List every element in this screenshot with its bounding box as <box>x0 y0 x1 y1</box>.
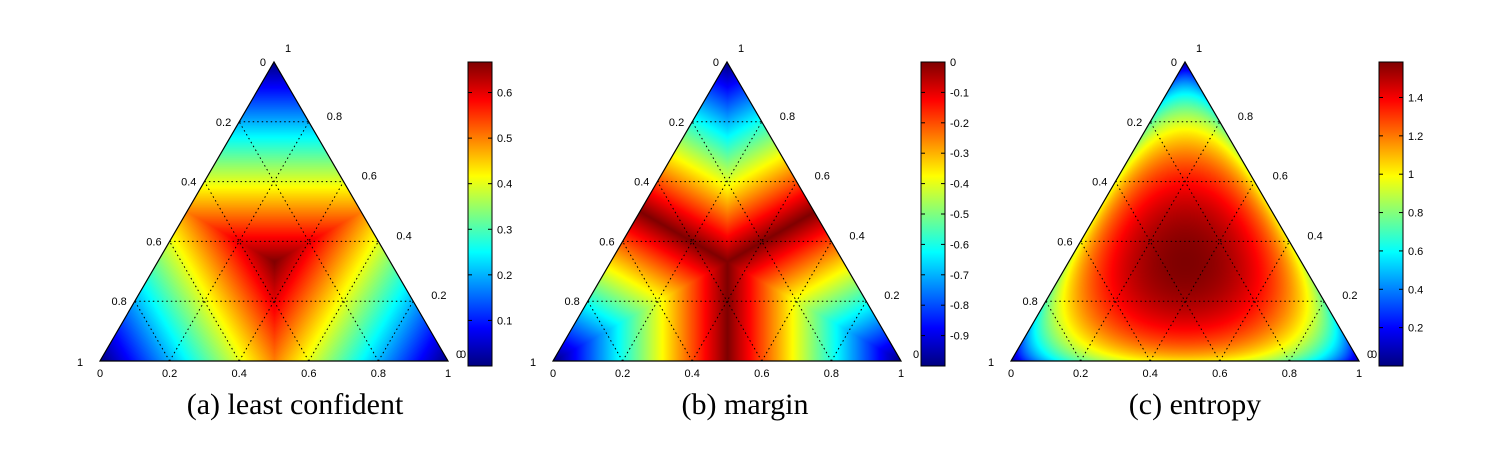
left-tick-label: 0.4 <box>1092 177 1107 189</box>
bottom-tick-label: 0 <box>1008 368 1014 380</box>
colorbar-tick-label: 0.2 <box>497 270 512 282</box>
bottom-tick-label: 0.8 <box>1282 368 1297 380</box>
right-tick-label: 0.8 <box>327 111 342 123</box>
bottom-tick-label: 0.2 <box>1073 368 1088 380</box>
colorbar-tick-label: 0 <box>950 57 956 69</box>
colorbar-tick-label: 0.6 <box>497 88 512 100</box>
colorbar-tick-label: 0.8 <box>1408 208 1423 220</box>
left-tick-label: 1 <box>530 357 536 369</box>
right-tick-label: 1 <box>738 43 744 55</box>
colorbar-tick-label: -0.3 <box>950 148 969 160</box>
right-tick-label: 0.4 <box>849 230 864 242</box>
triangle-outline <box>1009 60 1361 362</box>
colorbar-min-label: 0 <box>1367 349 1373 361</box>
colorbar-tick-label: 1 <box>1408 169 1414 181</box>
left-tick-label: 0.8 <box>112 296 127 308</box>
caption-margin: (b) margin <box>681 388 809 421</box>
caption-least-confident: (a) least confident <box>186 388 404 421</box>
left-tick-label: 0.4 <box>634 177 649 189</box>
grid-lines <box>134 121 414 362</box>
left-tick-label: 1 <box>988 357 994 369</box>
right-tick-label: 0.2 <box>1342 290 1357 302</box>
colorbar-tick-label: -0.4 <box>950 179 969 191</box>
grid-lines <box>587 121 867 362</box>
left-tick-label: 0.6 <box>146 236 161 248</box>
bottom-tick-label: 0.6 <box>754 368 769 380</box>
colorbar-tick-label: 1.4 <box>1408 92 1423 104</box>
panel-entropy: 0 0.2 0.4 0.6 0.8 110.80.60.40.2010.80.60.40.… <box>988 43 1423 380</box>
colorbar-tick-label: -0.2 <box>950 118 969 130</box>
colorbar-tick-label: 0.4 <box>1408 284 1423 296</box>
bottom-tick-label: 1 <box>898 368 904 380</box>
colorbar-tick-label: 0.1 <box>497 315 512 327</box>
colorbar-tick-label: -0.5 <box>950 209 969 221</box>
caption-entropy: (c) entropy <box>1128 388 1262 421</box>
colorbar-min-label: 0 <box>456 349 462 361</box>
colorbar-tick-label: -0.8 <box>950 300 969 312</box>
colorbar-tick-label: -0.6 <box>950 239 969 251</box>
panel-margin: 0 0.2 0.4 0.6 0.8 110.80.60.40.2010.80.60.40.… <box>530 43 969 380</box>
left-tick-label: 0 <box>713 57 719 69</box>
left-tick-label: 0.2 <box>1127 117 1142 129</box>
bottom-tick-label: 0 <box>550 368 556 380</box>
panel-least-confident: 0 0.2 0.4 0.6 0.8 110.80.60.40.2010.80.60.40.… <box>77 43 512 380</box>
colorbar-tick-label: 0.6 <box>1408 246 1423 258</box>
bottom-tick-label: 0.2 <box>162 368 177 380</box>
colorbar-tick-label: 0.4 <box>497 179 512 191</box>
bottom-tick-label: 0 <box>97 368 103 380</box>
triangle-outline <box>551 60 903 362</box>
colorbar-tick-label: -0.9 <box>950 331 969 343</box>
heatmap-surface <box>1011 62 1359 361</box>
right-tick-label: 1 <box>1196 43 1202 55</box>
colorbar-tick-label: -0.1 <box>950 87 969 99</box>
left-tick-label: 0.6 <box>1057 236 1072 248</box>
bottom-tick-label: 0.8 <box>824 368 839 380</box>
left-tick-label: 0.2 <box>669 117 684 129</box>
colorbar-tick-label: 0.5 <box>497 133 512 145</box>
colorbar-tick-label: 0.2 <box>1408 323 1423 335</box>
right-tick-label: 0.6 <box>815 171 830 183</box>
right-tick-label: 0.4 <box>396 230 411 242</box>
left-tick-label: 0.4 <box>181 177 196 189</box>
colorbar: 0 -0.1 -0.2 -0.3 -0.4 -0.5 -0.6 -0.7 -0.8 -0.9 <box>920 57 969 367</box>
bottom-tick-label: 0.8 <box>371 368 386 380</box>
colorbar-tick-label: 0.3 <box>497 224 512 236</box>
bottom-tick-label: 0.4 <box>685 368 700 380</box>
right-tick-label: 0.4 <box>1307 230 1322 242</box>
right-tick-label: 0 <box>913 349 919 361</box>
colorbar: 0.1 0.2 0.3 0.4 0.5 0.6 0 <box>456 61 512 367</box>
right-tick-label: 0.8 <box>1238 111 1253 123</box>
colorbar: 0.2 0.4 0.6 0.8 1 1.2 1.4 0 <box>1367 61 1423 367</box>
left-tick-label: 0.8 <box>1023 296 1038 308</box>
right-tick-label: 0.8 <box>780 111 795 123</box>
left-tick-label: 0 <box>260 57 266 69</box>
bottom-tick-label: 0.6 <box>1212 368 1227 380</box>
bottom-tick-label: 0.4 <box>1143 368 1158 380</box>
heatmap-surface <box>100 62 448 361</box>
bottom-tick-label: 0.6 <box>301 368 316 380</box>
right-tick-label: 0.6 <box>362 171 377 183</box>
bottom-tick-label: 0.4 <box>232 368 247 380</box>
left-tick-label: 0.2 <box>216 117 231 129</box>
grid-lines <box>1045 121 1325 362</box>
left-tick-label: 0 <box>1171 57 1177 69</box>
left-tick-label: 0.6 <box>599 236 614 248</box>
right-tick-label: 0.6 <box>1273 171 1288 183</box>
bottom-tick-label: 1 <box>445 368 451 380</box>
colorbar-tick-label: -0.7 <box>950 270 969 282</box>
bottom-tick-label: 1 <box>1356 368 1362 380</box>
right-tick-label: 1 <box>285 43 291 55</box>
colorbar-tick-label: 1.2 <box>1408 131 1423 143</box>
right-tick-label: 0.2 <box>431 290 446 302</box>
right-tick-label: 0 <box>460 349 466 361</box>
heatmap-surface <box>553 62 901 361</box>
left-tick-label: 0.8 <box>565 296 580 308</box>
bottom-tick-label: 0.2 <box>615 368 630 380</box>
left-tick-label: 1 <box>77 357 83 369</box>
right-tick-label: 0.2 <box>884 290 899 302</box>
right-tick-label: 0 <box>1371 349 1377 361</box>
triangle-outline <box>98 60 450 362</box>
